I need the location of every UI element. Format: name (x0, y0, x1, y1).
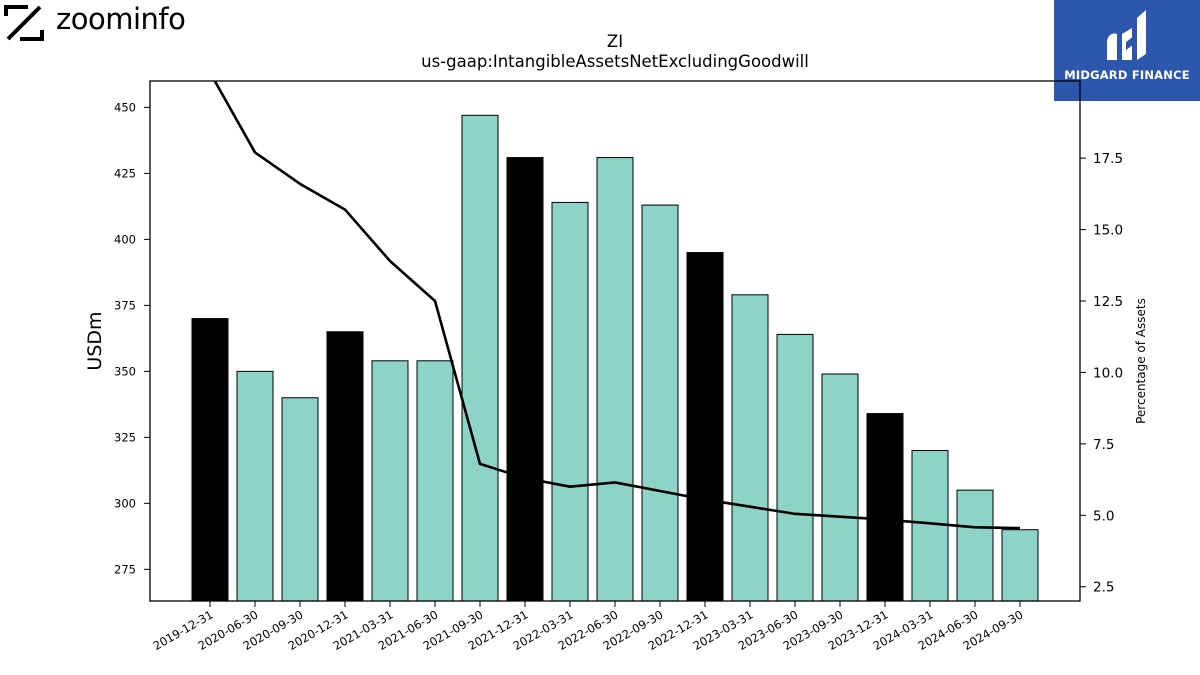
bar (866, 413, 904, 601)
midgard-logo-text: MIDGARD FINANCE (1064, 68, 1190, 82)
bar (371, 360, 409, 601)
bar (731, 294, 769, 601)
bar (326, 331, 364, 601)
bar (461, 114, 499, 601)
percentage-line (213, 81, 1021, 530)
y-tick-label: 400 (114, 232, 136, 246)
y2-tick-label: 15.0 (1093, 223, 1123, 239)
bar (686, 252, 724, 601)
bar (1001, 529, 1039, 601)
y2-axis-label: Percentage of Assets (1134, 298, 1148, 424)
y-tick-label: 275 (114, 562, 136, 576)
bar (641, 204, 679, 601)
zoominfo-logo: zoominfo (4, 2, 204, 42)
y-tick-label: 350 (114, 364, 136, 378)
bar (506, 157, 544, 601)
y-tick-label: 300 (114, 496, 136, 510)
y-tick-label: 325 (114, 430, 136, 444)
y2-tick-label: 5.0 (1093, 508, 1114, 524)
y-tick-label: 425 (114, 166, 136, 180)
y2-tick-label: 12.5 (1093, 294, 1123, 310)
bar (236, 370, 274, 601)
chart-title: ZI (606, 32, 624, 51)
y2-tick-label: 10.0 (1093, 365, 1123, 381)
bar (551, 201, 589, 601)
bar (821, 373, 859, 601)
y-tick-label: 375 (114, 298, 136, 312)
midgard-mark-icon (1107, 10, 1146, 60)
bar (911, 450, 949, 601)
y-tick-label: 450 (114, 100, 136, 114)
bar (776, 333, 814, 601)
y2-tick-label: 17.5 (1093, 151, 1123, 167)
chart-subtitle: us-gaap:IntangibleAssetsNetExcludingGood… (421, 52, 809, 71)
y2-tick-label: 7.5 (1093, 437, 1114, 453)
bar (596, 157, 634, 601)
y2-tick-label: 2.5 (1093, 580, 1114, 596)
y-axis-label: USDm (84, 311, 106, 370)
zoominfo-mark-icon (4, 5, 44, 41)
bar (281, 397, 319, 601)
bar (191, 318, 229, 601)
bar (956, 489, 994, 601)
bar (416, 360, 454, 601)
zoominfo-logo-text: zoominfo (56, 2, 186, 36)
midgard-finance-logo: MIDGARD FINANCE (1054, 0, 1200, 101)
